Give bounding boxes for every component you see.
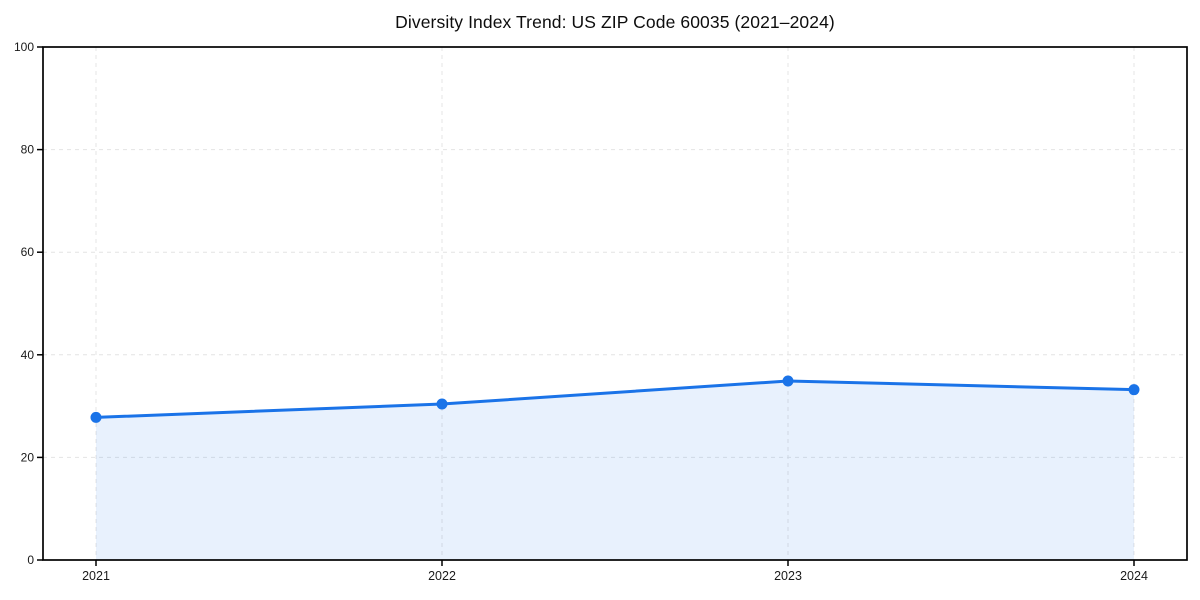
chart-title: Diversity Index Trend: US ZIP Code 60035… (395, 12, 835, 32)
plot-frame (42, 46, 1188, 561)
x-tick-label: 2021 (82, 569, 110, 583)
data-point-2024 (1128, 384, 1140, 396)
trend-line (94, 379, 1136, 419)
y-tick-label: 100 (14, 40, 34, 54)
x-tick-label: 2023 (774, 569, 802, 583)
y-tick-label: 80 (21, 143, 35, 157)
data-point-2022 (436, 398, 448, 410)
data-point-2023 (782, 375, 794, 387)
y-tick-label: 20 (21, 450, 35, 464)
y-tick-label: 40 (21, 348, 35, 362)
area-fill (96, 380, 1134, 560)
y-tick-label: 60 (21, 245, 35, 259)
y-tick-label: 0 (27, 553, 34, 567)
data-point-2021 (90, 411, 102, 423)
x-tick-label: 2022 (428, 569, 456, 583)
x-tick-label: 2024 (1120, 569, 1148, 583)
